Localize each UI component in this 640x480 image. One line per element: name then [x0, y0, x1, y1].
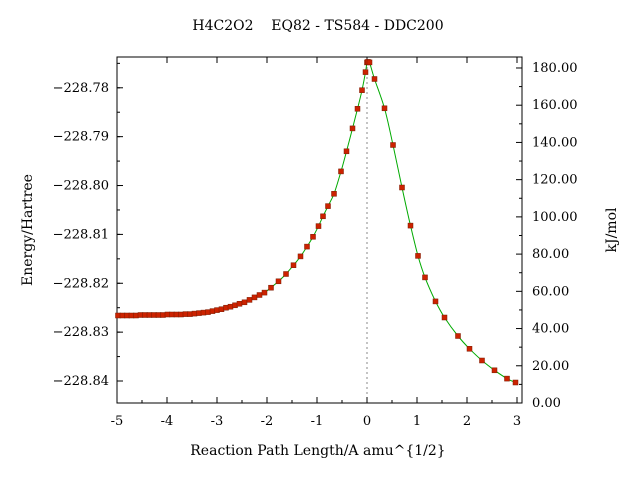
y-axis-ticks: −228.78 −228.79 −228.80 −228.81 −228.82 −228.…	[53, 62, 123, 389]
data-point	[512, 379, 519, 386]
x-axis-ticks: -5 -4 -3 -2 -1 0 1 2 3	[111, 57, 521, 429]
data-point	[432, 298, 439, 305]
data-point	[325, 203, 331, 209]
y2-tick-label: 40.00	[532, 322, 569, 337]
data-point	[290, 262, 297, 268]
y2-tick-label: 140.00	[532, 135, 578, 150]
y-tick-label: −228.84	[53, 374, 109, 389]
data-point	[297, 253, 304, 260]
data-point	[343, 148, 350, 155]
data-point	[390, 142, 396, 148]
data-point	[366, 59, 373, 66]
data-point	[331, 191, 337, 197]
data-point	[466, 346, 473, 352]
data-point	[441, 314, 448, 321]
data-point	[399, 184, 405, 191]
chart-title: H4C2O2 EQ82 - TS584 - DDC200	[192, 18, 443, 34]
data-point	[236, 301, 243, 307]
y-tick-label: −228.80	[53, 179, 109, 194]
data-point	[422, 274, 428, 281]
y2-axis-ticks: 0.00 20.00 40.00 60.00 80.00 100.00 120.00 140.…	[516, 61, 578, 411]
plot-frame	[116, 56, 523, 404]
y2-axis-label: kJ/mol	[604, 207, 620, 253]
x-tick-label: 3	[513, 414, 521, 429]
data-point	[455, 333, 461, 339]
data-point	[246, 297, 253, 303]
data-point	[407, 222, 414, 229]
y2-tick-label: 0.00	[532, 396, 561, 411]
x-tick-label: -3	[211, 414, 224, 429]
data-point	[491, 367, 498, 374]
y-tick-label: −228.78	[53, 81, 109, 96]
data-point	[349, 125, 356, 132]
x-tick-label: 2	[463, 414, 471, 429]
x-axis-label: Reaction Path Length/A amu^{1/2}	[190, 443, 445, 459]
y-tick-label: −228.83	[53, 325, 109, 340]
data-point	[504, 375, 510, 382]
y-tick-label: −228.81	[53, 227, 109, 242]
data-point	[359, 87, 365, 93]
x-tick-label: -2	[261, 414, 274, 429]
data-point	[479, 357, 485, 364]
y-tick-label: −228.82	[53, 276, 109, 291]
data-point	[241, 299, 248, 306]
y-tick-label: −228.79	[53, 130, 109, 145]
data-point	[261, 289, 268, 296]
data-point	[371, 76, 378, 82]
x-tick-label: -4	[161, 414, 174, 429]
data-point	[304, 243, 310, 250]
data-point	[362, 69, 369, 75]
data-point	[283, 271, 289, 277]
data-point	[320, 213, 326, 220]
y2-tick-label: 60.00	[532, 284, 569, 299]
data-point	[275, 278, 282, 285]
data-point	[415, 253, 421, 259]
data-point	[381, 105, 388, 112]
data-point	[268, 284, 274, 291]
x-tick-label: -1	[311, 414, 324, 429]
data-point	[338, 168, 344, 175]
y2-tick-label: 160.00	[532, 98, 578, 113]
x-tick-label: 1	[413, 414, 421, 429]
data-point	[354, 106, 361, 112]
y2-tick-label: 100.00	[532, 210, 578, 225]
x-tick-label: -5	[111, 414, 124, 429]
y2-tick-label: 20.00	[532, 359, 569, 374]
y2-tick-label: 180.00	[532, 61, 578, 76]
data-point	[256, 292, 263, 298]
y-axis-label: Energy/Hartree	[20, 174, 36, 286]
data-point	[310, 234, 316, 240]
data-point	[315, 223, 322, 229]
series-markers	[115, 59, 519, 386]
x-tick-label: 0	[363, 414, 371, 429]
y2-tick-label: 120.00	[532, 173, 578, 188]
y2-tick-label: 80.00	[532, 247, 569, 262]
data-point	[251, 294, 258, 301]
